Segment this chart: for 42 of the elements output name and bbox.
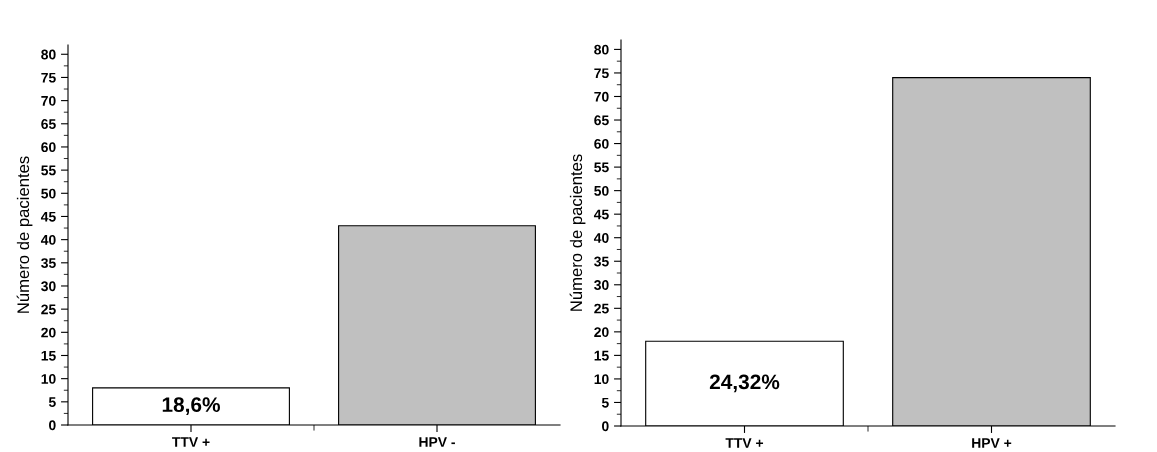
y-tick-label: 45 (40, 211, 56, 222)
y-tick-label: 50 (594, 185, 609, 196)
y-tick-label: 15 (41, 350, 56, 361)
y-tick-label: 60 (41, 142, 56, 153)
y-tick-label: 50 (41, 188, 56, 199)
y-tick-label: 35 (594, 256, 609, 267)
y-tick-label: 75 (594, 68, 609, 79)
y-tick-label: 40 (593, 233, 609, 243)
y-tick-label: 55 (594, 162, 609, 173)
y-tick-label: 30 (594, 280, 609, 290)
y-axis-title: Número de pacientes (569, 154, 586, 311)
annotation: 18,6% (162, 397, 220, 416)
y-tick-label: 60 (594, 138, 609, 149)
x-tick-label: TTV + (172, 437, 210, 447)
y-tick-label: 0 (49, 420, 56, 431)
y-tick-label: 20 (41, 327, 56, 338)
y-tick-label: 15 (594, 350, 609, 361)
y-tick-label: 35 (41, 258, 56, 268)
y-tick-label: 10 (41, 373, 56, 384)
y-tick-label: 65 (594, 115, 609, 126)
y-tick-label: 70 (41, 95, 56, 106)
y-tick-label: 25 (41, 304, 56, 315)
y-axis-title: Número de pacientes (16, 156, 33, 313)
y-tick-label: 10 (594, 374, 609, 385)
y-tick-label: 0 (602, 421, 609, 432)
x-tick-label: HPV + (972, 438, 1012, 448)
x-tick-label: TTV + (725, 438, 764, 448)
y-tick-label: 30 (41, 281, 56, 292)
y-tick-label: 55 (41, 165, 56, 176)
y-tick-label: 65 (41, 119, 56, 129)
y-tick-label: 80 (594, 44, 609, 55)
annotation: 24,32% (709, 374, 780, 393)
y-tick-label: 40 (40, 234, 56, 245)
y-tick-label: 25 (594, 303, 609, 314)
x-tick-label: HPV - (419, 437, 455, 447)
y-tick-label: 20 (594, 327, 609, 338)
y-tick-label: 45 (593, 209, 609, 220)
y-tick-label: 80 (41, 49, 56, 60)
y-tick-label: 5 (601, 397, 609, 408)
y-tick-label: 75 (41, 72, 56, 83)
y-tick-label: 5 (48, 397, 56, 407)
y-tick-label: 70 (594, 91, 609, 102)
